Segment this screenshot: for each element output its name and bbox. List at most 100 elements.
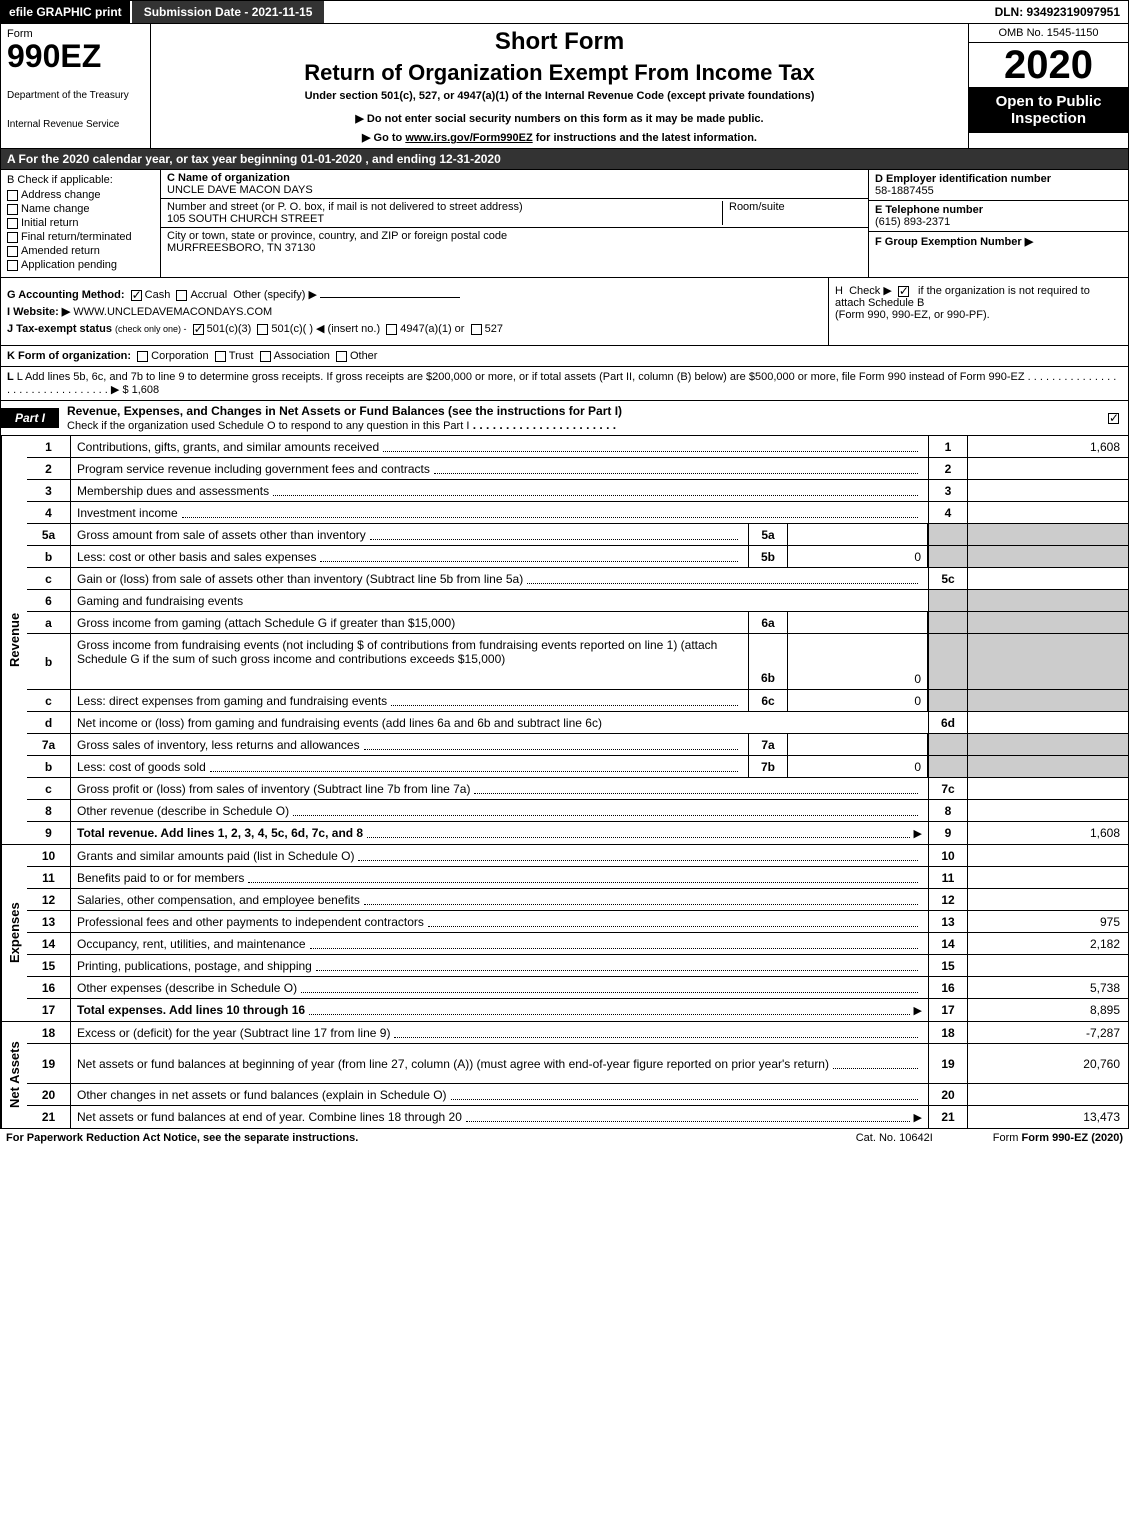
line-5b: b Less: cost or other basis and sales ex… (27, 546, 1128, 568)
line-5a: 5a Gross amount from sale of assets othe… (27, 524, 1128, 546)
line-6-desc: Gaming and fundraising events (77, 594, 243, 608)
open-to-public: Open to Public Inspection (969, 87, 1128, 133)
line-5b-rval-grey (968, 546, 1128, 567)
line-6b-mval: 0 (788, 634, 928, 689)
line-20-rnum: 20 (928, 1084, 968, 1105)
line-7b-desc: Less: cost of goods sold (77, 760, 206, 774)
line-6c-rnum-grey (928, 690, 968, 711)
line-6b-rnum-grey (928, 634, 968, 689)
527-label: 527 (485, 323, 503, 335)
line-5a-desc: Gross amount from sale of assets other t… (77, 528, 366, 542)
gross-receipts-amount: ▶ $ 1,608 (111, 384, 159, 396)
tax-exempt-small: (check only one) - (115, 324, 187, 334)
line-6c-mval: 0 (788, 690, 928, 711)
omb-number: OMB No. 1545-1150 (969, 24, 1128, 43)
line-16-value: 5,738 (968, 977, 1128, 998)
line-12: 12 Salaries, other compensation, and emp… (27, 889, 1128, 911)
website-label: I Website: ▶ (7, 306, 70, 318)
line-5c-value (968, 568, 1128, 589)
line-1-desc: Contributions, gifts, grants, and simila… (77, 440, 379, 454)
line-4-desc: Investment income (77, 506, 178, 520)
line-18-value: -7,287 (968, 1022, 1128, 1043)
line-14-rnum: 14 (928, 933, 968, 954)
line-17: 17 Total expenses. Add lines 10 through … (27, 999, 1128, 1021)
chk-final-return-label: Final return/terminated (21, 231, 132, 243)
chk-application-pending: Application pending (7, 259, 154, 271)
line-9-rnum: 9 (928, 822, 968, 844)
line-14-num: 14 (27, 933, 71, 954)
tax-year: 2020 (969, 43, 1128, 87)
line-3-rnum: 3 (928, 480, 968, 501)
main-title: Return of Organization Exempt From Incom… (159, 60, 960, 86)
501c3-label: 501(c)(3) (207, 323, 252, 335)
ssn-warning: ▶ Do not enter social security numbers o… (159, 112, 960, 125)
chk-amended-return: Amended return (7, 245, 154, 257)
line-19-desc: Net assets or fund balances at beginning… (77, 1057, 829, 1071)
501c-label: 501(c)( ) ◀ (insert no.) (271, 323, 380, 335)
submission-date: Submission Date - 2021-11-15 (130, 1, 325, 23)
527-checkbox (471, 324, 482, 335)
line-11-rnum: 11 (928, 867, 968, 888)
part1-title: Revenue, Expenses, and Changes in Net As… (67, 404, 622, 418)
link-suffix: for instructions and the latest informat… (536, 132, 757, 144)
room-label: Room/suite (729, 201, 785, 213)
line-14-value: 2,182 (968, 933, 1128, 954)
line-6c-desc: Less: direct expenses from gaming and fu… (77, 694, 387, 708)
line-2-rnum: 2 (928, 458, 968, 479)
line-9-desc: Total revenue. Add lines 1, 2, 3, 4, 5c,… (77, 826, 363, 840)
line-7c-rnum: 7c (928, 778, 968, 799)
phone-label: E Telephone number (875, 204, 983, 216)
line-1-rnum: 1 (928, 436, 968, 457)
city-label: City or town, state or province, country… (167, 230, 507, 242)
line-5b-desc: Less: cost or other basis and sales expe… (77, 550, 316, 564)
info-block: G Accounting Method: Cash Accrual Other … (0, 278, 1129, 346)
line-7a-rnum-grey (928, 734, 968, 755)
line-18-num: 18 (27, 1022, 71, 1043)
line-10-num: 10 (27, 845, 71, 866)
line-10-desc: Grants and similar amounts paid (list in… (77, 849, 354, 863)
line-6a-rval-grey (968, 612, 1128, 633)
ein-label: D Employer identification number (875, 173, 1051, 185)
line-6c-rval-grey (968, 690, 1128, 711)
line-6a-num: a (27, 612, 71, 633)
line-6b-desc1: Gross income from fundraising events (no… (77, 638, 364, 652)
line-9-arrow: ▶ (914, 827, 922, 840)
form-org-label: K Form of organization: (7, 350, 131, 362)
line-5a-rnum-grey (928, 524, 968, 545)
4947-label: 4947(a)(1) or (400, 323, 464, 335)
line-6d-value (968, 712, 1128, 733)
line-8-num: 8 (27, 800, 71, 821)
line-16-desc: Other expenses (describe in Schedule O) (77, 981, 297, 995)
irs-link[interactable]: www.irs.gov/Form990EZ (405, 132, 532, 144)
form-number: 990EZ (7, 40, 144, 72)
line-5b-mval: 0 (788, 546, 928, 567)
part1-header: Part I Revenue, Expenses, and Changes in… (0, 401, 1129, 436)
line-12-value (968, 889, 1128, 910)
tax-period: A For the 2020 calendar year, or tax yea… (0, 149, 1129, 170)
street-address: 105 SOUTH CHURCH STREET (167, 213, 324, 225)
line-15-desc: Printing, publications, postage, and shi… (77, 959, 312, 973)
line-8-desc: Other revenue (describe in Schedule O) (77, 804, 289, 818)
accounting-method-label: G Accounting Method: (7, 289, 125, 301)
line-6-rval-grey (968, 590, 1128, 611)
part1-table: Revenue 1 Contributions, gifts, grants, … (0, 436, 1129, 1129)
line-15-num: 15 (27, 955, 71, 976)
line-1-value: 1,608 (968, 436, 1128, 457)
line-20-desc: Other changes in net assets or fund bala… (77, 1088, 447, 1102)
line-6d-rnum: 6d (928, 712, 968, 733)
h-checkbox (898, 286, 909, 297)
line-10-rnum: 10 (928, 845, 968, 866)
line-2: 2 Program service revenue including gove… (27, 458, 1128, 480)
pra-notice: For Paperwork Reduction Act Notice, see … (6, 1132, 358, 1144)
line-6: 6 Gaming and fundraising events (27, 590, 1128, 612)
line-6-rnum-grey (928, 590, 968, 611)
line-6a: a Gross income from gaming (attach Sched… (27, 612, 1128, 634)
line-18-rnum: 18 (928, 1022, 968, 1043)
part1-schedule-o-checkbox (1108, 413, 1119, 424)
501c-checkbox (257, 324, 268, 335)
h-check-text: Check ▶ (849, 285, 892, 297)
line-7c-value (968, 778, 1128, 799)
line-10-value (968, 845, 1128, 866)
other-org-label: Other (350, 350, 378, 362)
line-3: 3 Membership dues and assessments 3 (27, 480, 1128, 502)
